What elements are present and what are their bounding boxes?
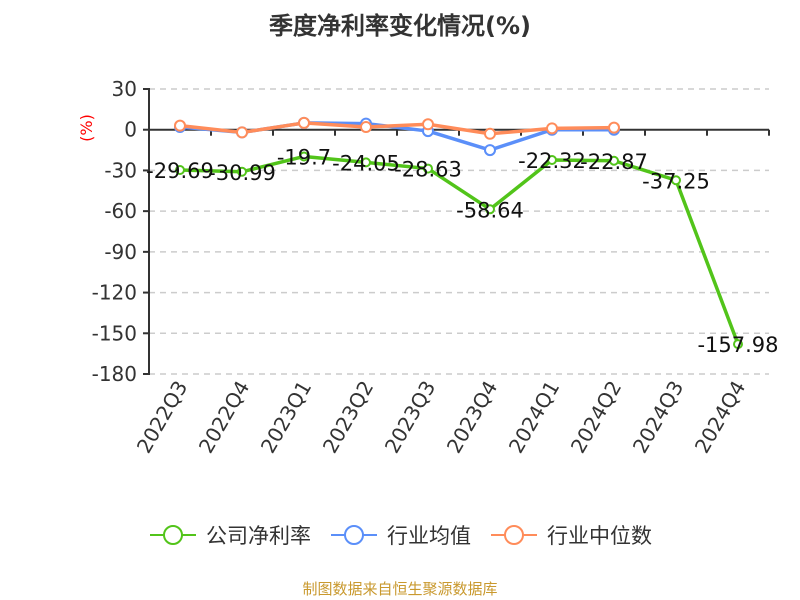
data-label: -19.7 <box>277 145 331 169</box>
line-chart: 300-30-60-90-120-150-180 2022Q3 2022Q4 202… <box>77 77 779 458</box>
x-tick-label: 2022Q3 <box>132 377 192 458</box>
data-point[interactable] <box>546 122 558 135</box>
data-point[interactable] <box>360 121 372 133</box>
data-label: -157.98 <box>697 333 778 357</box>
legend-item[interactable]: 公司净利率 <box>148 520 311 550</box>
data-label: -28.63 <box>394 158 462 182</box>
data-point[interactable] <box>361 157 371 168</box>
data-point[interactable] <box>608 121 620 134</box>
y-tick-label: -180 <box>92 362 137 386</box>
y-tick-label: -120 <box>92 281 137 305</box>
legend-label: 行业中位数 <box>547 524 652 548</box>
data-point[interactable] <box>484 127 496 140</box>
data-point[interactable] <box>547 155 557 166</box>
y-tick-label: -60 <box>104 199 137 223</box>
x-tick-label: 2022Q4 <box>194 377 254 458</box>
data-point[interactable] <box>175 165 185 176</box>
data-point[interactable] <box>484 144 496 157</box>
y-tick-label: 30 <box>112 77 137 101</box>
legend-label: 公司净利率 <box>206 524 311 548</box>
legend-item[interactable]: 行业中位数 <box>489 520 652 550</box>
legend: 公司净利率 行业均值 行业中位数 <box>0 520 800 550</box>
data-label: -22.32 <box>518 149 586 173</box>
data-point[interactable] <box>299 151 309 162</box>
chart-title: 季度净利率变化情况(%) <box>269 12 531 40</box>
series-line <box>179 121 615 136</box>
data-point[interactable] <box>609 155 619 166</box>
data-point[interactable] <box>485 204 495 215</box>
data-label: -29.69 <box>146 159 214 183</box>
data-label: -24.05 <box>332 151 400 175</box>
series-line <box>179 154 740 345</box>
y-tick-label: -150 <box>92 321 137 345</box>
x-tick-label: 2023Q3 <box>380 377 440 458</box>
data-label: -37.25 <box>642 169 710 193</box>
legend-item[interactable]: 行业均值 <box>329 520 471 550</box>
y-axis: 30 0 -30 -60 -90 -120 -150 -180 <box>92 77 150 386</box>
x-tick-label: 2024Q3 <box>628 377 688 458</box>
data-point[interactable] <box>733 339 743 350</box>
legend-line-circle-icon <box>150 525 196 545</box>
x-tick-label: 2023Q1 <box>256 377 316 458</box>
source-note: 制图数据来自恒生聚源数据库 <box>302 580 498 598</box>
data-point[interactable] <box>236 126 248 139</box>
data-point[interactable] <box>237 166 247 177</box>
data-label: -22.87 <box>580 150 648 174</box>
x-tick-label: 2023Q2 <box>318 377 378 458</box>
y-tick-label: 0 <box>124 118 137 142</box>
x-tick-label: 2023Q4 <box>442 377 502 458</box>
data-point[interactable] <box>422 118 434 131</box>
data-point[interactable] <box>671 175 681 186</box>
x-tick-label: 2024Q4 <box>690 377 750 458</box>
data-label: -58.64 <box>456 198 524 222</box>
data-point[interactable] <box>298 116 310 129</box>
data-label: -30.99 <box>208 161 276 185</box>
series-group <box>174 116 743 350</box>
data-point[interactable] <box>174 119 186 132</box>
x-tick-label: 2024Q2 <box>566 377 626 458</box>
data-labels: -29.69-30.99-19.7 -24.05-28.63 -58.64 -22.3… <box>146 145 778 357</box>
legend-line-circle-icon <box>491 525 537 545</box>
data-point[interactable] <box>423 163 433 174</box>
y-tick-label: -30 <box>104 158 137 182</box>
legend-label: 行业均值 <box>387 524 471 548</box>
x-tick-label: 2024Q1 <box>504 377 564 458</box>
legend-line-circle-icon <box>331 525 377 545</box>
y-tick-label: -90 <box>104 240 137 264</box>
y-axis-unit-label: (%) <box>77 114 96 142</box>
